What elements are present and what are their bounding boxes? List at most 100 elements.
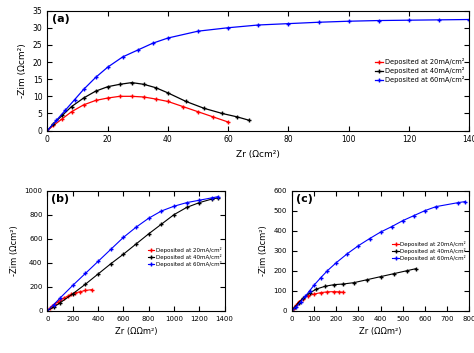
Deposited at 20mA/cm² [105, 96, 110, 100]
Deposited at 20mA/cm² [225, 120, 231, 124]
Deposited at 40mA/cm² [313, 287, 319, 291]
Line: Deposited at 20mA/cm²: Deposited at 20mA/cm² [46, 288, 93, 312]
Deposited at 20mA/cm² [45, 309, 50, 313]
Line: Deposited at 60mA/cm²: Deposited at 60mA/cm² [290, 200, 466, 312]
Y-axis label: -Zim (Ωcm²): -Zim (Ωcm²) [10, 225, 19, 276]
Deposited at 60mA/cm² [133, 225, 139, 229]
Deposited at 60mA/cm² [406, 18, 412, 22]
Legend: Deposited at 20mA/cm², Deposited at 40mA/cm², Deposited at 60mA/cm²: Deposited at 20mA/cm², Deposited at 40mA… [392, 240, 466, 261]
Deposited at 20mA/cm² [50, 304, 55, 308]
Deposited at 20mA/cm² [89, 287, 94, 292]
Deposited at 40mA/cm² [69, 104, 74, 109]
Deposited at 40mA/cm² [197, 201, 202, 205]
Deposited at 60mA/cm² [108, 247, 114, 252]
Text: (a): (a) [52, 14, 69, 24]
Deposited at 60mA/cm² [63, 108, 68, 112]
Deposited at 60mA/cm² [255, 23, 261, 27]
Deposited at 60mA/cm² [289, 309, 295, 313]
Deposited at 60mA/cm² [72, 98, 77, 102]
Deposited at 60mA/cm² [400, 219, 406, 223]
Deposited at 20mA/cm² [311, 292, 317, 296]
Line: Deposited at 60mA/cm²: Deposited at 60mA/cm² [46, 195, 220, 312]
Deposited at 60mA/cm² [95, 259, 101, 264]
Deposited at 60mA/cm² [346, 19, 352, 23]
Deposited at 20mA/cm² [325, 290, 330, 294]
Deposited at 40mA/cm² [289, 309, 295, 313]
Line: Deposited at 40mA/cm²: Deposited at 40mA/cm² [46, 196, 220, 312]
Deposited at 60mA/cm² [120, 55, 126, 59]
Deposited at 60mA/cm² [293, 305, 299, 309]
Deposited at 40mA/cm² [93, 89, 99, 93]
Text: (b): (b) [51, 194, 69, 204]
Deposited at 20mA/cm² [165, 99, 171, 103]
Deposited at 40mA/cm² [183, 99, 189, 103]
Deposited at 40mA/cm² [351, 281, 357, 285]
Deposited at 20mA/cm² [73, 291, 78, 295]
Deposited at 40mA/cm² [340, 282, 346, 286]
Deposited at 40mA/cm² [117, 82, 123, 86]
Deposited at 20mA/cm² [180, 104, 186, 109]
Deposited at 60mA/cm² [298, 299, 304, 304]
Deposited at 60mA/cm² [120, 235, 126, 240]
Deposited at 40mA/cm² [201, 106, 207, 110]
Deposited at 60mA/cm² [45, 309, 50, 313]
Deposited at 60mA/cm² [146, 216, 152, 220]
Deposited at 60mA/cm² [422, 209, 428, 213]
Deposited at 20mA/cm² [69, 292, 74, 297]
Deposited at 60mA/cm² [286, 22, 292, 26]
Legend: Deposited at 20mA/cm², Deposited at 40mA/cm², Deposited at 60mA/cm²: Deposited at 20mA/cm², Deposited at 40mA… [147, 246, 222, 267]
Deposited at 60mA/cm² [197, 198, 202, 202]
Deposited at 60mA/cm² [158, 209, 164, 213]
Deposited at 60mA/cm² [184, 201, 190, 205]
Deposited at 40mA/cm² [300, 296, 306, 300]
Deposited at 60mA/cm² [456, 201, 461, 205]
Deposited at 20mA/cm² [93, 98, 99, 103]
Deposited at 20mA/cm² [82, 288, 88, 293]
Deposited at 60mA/cm² [216, 195, 221, 199]
Deposited at 60mA/cm² [57, 296, 63, 300]
Deposited at 40mA/cm² [70, 292, 75, 296]
Deposited at 60mA/cm² [171, 204, 177, 208]
Deposited at 40mA/cm² [129, 80, 135, 85]
Deposited at 40mA/cm² [81, 96, 86, 100]
Deposited at 60mA/cm² [356, 244, 361, 248]
Deposited at 40mA/cm² [216, 196, 221, 200]
Deposited at 20mA/cm² [77, 289, 83, 294]
Deposited at 40mA/cm² [219, 111, 225, 115]
Deposited at 60mA/cm² [389, 225, 394, 229]
Deposited at 20mA/cm² [292, 305, 297, 310]
Deposited at 60mA/cm² [466, 17, 472, 22]
Deposited at 20mA/cm² [47, 306, 53, 310]
Deposited at 60mA/cm² [165, 36, 171, 40]
Line: Deposited at 20mA/cm²: Deposited at 20mA/cm² [45, 94, 231, 133]
Deposited at 60mA/cm² [307, 288, 312, 293]
Y-axis label: -Zim (Ωcm²): -Zim (Ωcm²) [259, 225, 268, 276]
Deposited at 20mA/cm² [293, 303, 299, 307]
Deposited at 60mA/cm² [316, 20, 321, 24]
Deposited at 60mA/cm² [302, 294, 308, 298]
Legend: Deposited at 20mA/cm², Deposited at 40mA/cm², Deposited at 60mA/cm²: Deposited at 20mA/cm², Deposited at 40mA… [374, 57, 466, 84]
Line: Deposited at 60mA/cm²: Deposited at 60mA/cm² [45, 17, 472, 133]
Deposited at 40mA/cm² [57, 301, 63, 305]
Deposited at 20mA/cm² [141, 95, 146, 99]
Deposited at 20mA/cm² [195, 110, 201, 114]
Deposited at 20mA/cm² [81, 103, 86, 107]
Deposited at 60mA/cm² [225, 26, 231, 30]
Deposited at 40mA/cm² [146, 232, 152, 236]
Deposited at 60mA/cm² [150, 41, 155, 45]
Deposited at 40mA/cm² [105, 85, 110, 89]
Deposited at 60mA/cm² [70, 283, 75, 288]
Deposited at 60mA/cm² [376, 18, 382, 23]
Deposited at 40mA/cm² [331, 282, 337, 287]
Deposited at 20mA/cm² [129, 94, 135, 98]
Line: Deposited at 20mA/cm²: Deposited at 20mA/cm² [290, 290, 345, 312]
Deposited at 20mA/cm² [331, 289, 337, 294]
Deposited at 40mA/cm² [307, 291, 312, 295]
Deposited at 60mA/cm² [462, 199, 468, 204]
Deposited at 20mA/cm² [65, 294, 71, 298]
Deposited at 40mA/cm² [365, 277, 370, 282]
Deposited at 40mA/cm² [184, 205, 190, 210]
Deposited at 40mA/cm² [153, 86, 159, 90]
Deposited at 20mA/cm² [69, 110, 74, 114]
Deposited at 20mA/cm² [210, 115, 216, 119]
